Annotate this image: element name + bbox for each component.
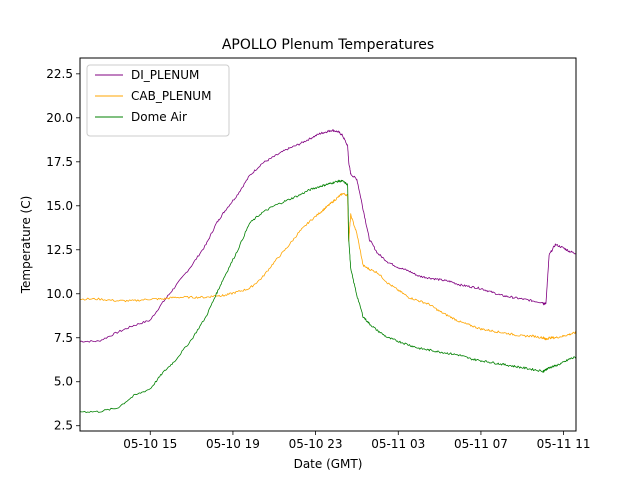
y-tick-label: 20.0 xyxy=(46,111,73,125)
axes-frame xyxy=(79,57,577,432)
x-axis-label: Date (GMT) xyxy=(294,457,363,471)
y-tick-label: 22.5 xyxy=(46,67,73,81)
y-tick-label: 12.5 xyxy=(46,243,73,257)
legend-box xyxy=(86,64,230,137)
legend-label: DI_PLENUM xyxy=(131,68,199,82)
series-line-cab-plenum xyxy=(80,192,576,341)
y-tick-label: 17.5 xyxy=(46,155,73,169)
x-tick-label: 05-11 07 xyxy=(454,437,508,451)
y-tick-label: 15.0 xyxy=(46,199,73,213)
x-axis-ticks: 05-10 15 05-10 19 05-10 23 05-11 03 05-11 07… xyxy=(123,431,591,451)
legend-label: Dome Air xyxy=(131,110,187,124)
legend-label: CAB_PLENUM xyxy=(131,89,211,103)
legend: DI_PLENUM CAB_PLENUM Dome Air xyxy=(86,64,230,137)
x-tick-label: 05-10 19 xyxy=(206,437,260,451)
y-axis-label: Temperature (C) xyxy=(19,196,33,295)
y-tick-label: 5.0 xyxy=(54,375,73,389)
x-tick-label: 05-11 11 xyxy=(537,437,591,451)
plot-lines xyxy=(80,129,576,413)
y-axis-ticks: 2.5 5.0 7.5 10.0 12.5 15.0 17.5 20.0 22.5 xyxy=(46,67,80,433)
y-tick-label: 2.5 xyxy=(54,419,73,433)
y-tick-label: 7.5 xyxy=(54,331,73,345)
series-line-dome-air xyxy=(80,179,576,413)
series-line-di-plenum xyxy=(80,129,576,343)
x-tick-label: 05-10 15 xyxy=(123,437,177,451)
x-tick-label: 05-11 03 xyxy=(371,437,425,451)
x-tick-label: 05-10 23 xyxy=(289,437,343,451)
y-tick-label: 10.0 xyxy=(46,287,73,301)
chart-title: APOLLO Plenum Temperatures xyxy=(222,37,434,53)
